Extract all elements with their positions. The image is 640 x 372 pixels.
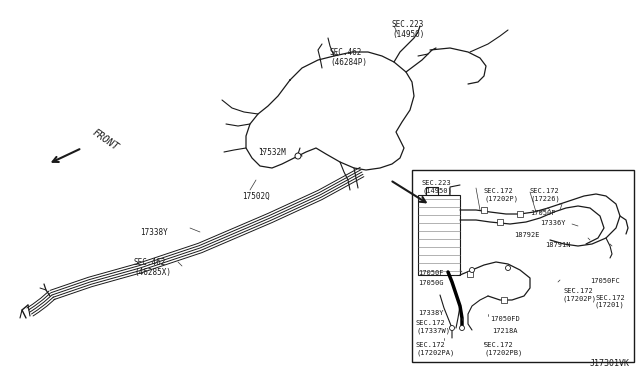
Circle shape bbox=[295, 153, 301, 159]
Bar bbox=[418, 195, 460, 275]
Text: 17050G: 17050G bbox=[418, 280, 444, 286]
Bar bbox=[501, 297, 507, 303]
Text: FRONT: FRONT bbox=[90, 128, 120, 153]
Text: 17338Y: 17338Y bbox=[418, 310, 444, 316]
Text: SEC.223
(14950): SEC.223 (14950) bbox=[422, 180, 452, 193]
Text: 18792E: 18792E bbox=[514, 232, 540, 238]
Text: SEC.223
(14950): SEC.223 (14950) bbox=[392, 20, 424, 39]
Text: 17050FC: 17050FC bbox=[590, 278, 620, 284]
Circle shape bbox=[460, 326, 465, 330]
Text: 17532M: 17532M bbox=[258, 148, 285, 157]
Text: 17050FD: 17050FD bbox=[490, 316, 520, 322]
Text: 17050F: 17050F bbox=[530, 210, 556, 216]
Text: SEC.172
(17202PB): SEC.172 (17202PB) bbox=[484, 342, 522, 356]
Text: 17336Y: 17336Y bbox=[540, 220, 566, 226]
Text: SEC.172
(17226): SEC.172 (17226) bbox=[530, 188, 560, 202]
Text: 17050F: 17050F bbox=[418, 270, 444, 276]
Bar bbox=[497, 219, 503, 225]
Bar bbox=[467, 271, 473, 277]
Text: SEC.172
(17202PA): SEC.172 (17202PA) bbox=[416, 342, 454, 356]
Text: SEC.172
(17201): SEC.172 (17201) bbox=[595, 295, 625, 308]
Bar bbox=[517, 211, 523, 217]
Text: 17218A: 17218A bbox=[492, 328, 518, 334]
Text: SEC.462
(46285X): SEC.462 (46285X) bbox=[134, 258, 171, 278]
Circle shape bbox=[449, 326, 454, 330]
Text: SEC.172
(17202P): SEC.172 (17202P) bbox=[563, 288, 597, 301]
Text: SEC.172
(17337W): SEC.172 (17337W) bbox=[416, 320, 450, 334]
Circle shape bbox=[506, 266, 511, 270]
Bar bbox=[412, 170, 634, 362]
Text: 17502Q: 17502Q bbox=[242, 192, 269, 201]
Circle shape bbox=[470, 267, 474, 273]
Bar bbox=[481, 207, 487, 213]
Text: SEC.462
(46284P): SEC.462 (46284P) bbox=[330, 48, 367, 67]
Text: 18791N: 18791N bbox=[545, 242, 570, 248]
Text: 17338Y: 17338Y bbox=[140, 228, 168, 237]
Text: SEC.172
(17202P): SEC.172 (17202P) bbox=[484, 188, 518, 202]
Text: J17301VK: J17301VK bbox=[590, 359, 630, 368]
